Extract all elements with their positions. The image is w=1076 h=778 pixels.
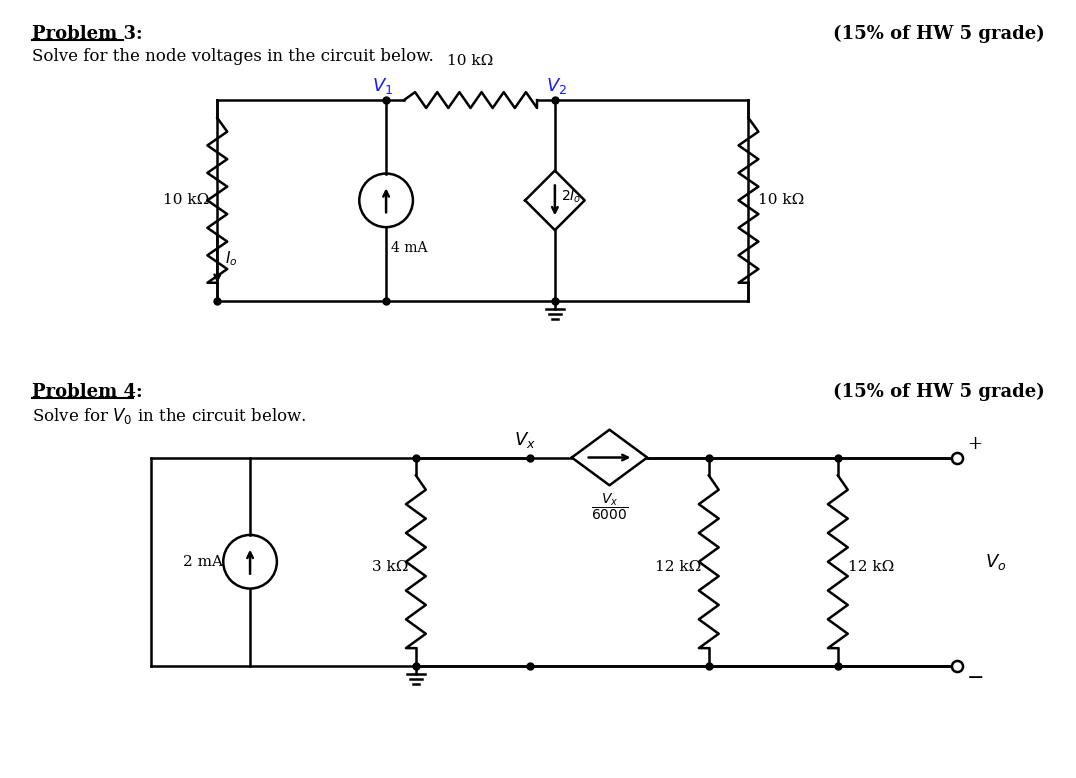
Text: $V_x$: $V_x$ xyxy=(514,429,536,450)
Text: $\dfrac{V_x}{6000}$: $\dfrac{V_x}{6000}$ xyxy=(591,491,628,522)
Text: 12 kΩ: 12 kΩ xyxy=(848,559,894,573)
Text: $V_1$: $V_1$ xyxy=(371,76,393,96)
Text: $V_2$: $V_2$ xyxy=(547,76,567,96)
Text: +: + xyxy=(967,435,982,453)
Text: −: − xyxy=(967,669,985,688)
Text: Solve for the node voltages in the circuit below.: Solve for the node voltages in the circu… xyxy=(31,48,434,65)
Text: 12 kΩ: 12 kΩ xyxy=(654,559,700,573)
Text: (15% of HW 5 grade): (15% of HW 5 grade) xyxy=(833,25,1045,43)
Text: 10 kΩ: 10 kΩ xyxy=(164,194,210,208)
Text: 3 kΩ: 3 kΩ xyxy=(371,559,408,573)
Text: $V_o$: $V_o$ xyxy=(985,552,1006,572)
Text: Problem 4:: Problem 4: xyxy=(31,383,142,401)
Text: 2 mA: 2 mA xyxy=(183,555,223,569)
Text: 4 mA: 4 mA xyxy=(391,241,427,255)
Text: Problem 3:: Problem 3: xyxy=(31,25,142,43)
Text: $I_o$: $I_o$ xyxy=(225,249,238,268)
Text: 10 kΩ: 10 kΩ xyxy=(759,194,805,208)
Text: (15% of HW 5 grade): (15% of HW 5 grade) xyxy=(833,383,1045,401)
Text: Solve for $V_0$ in the circuit below.: Solve for $V_0$ in the circuit below. xyxy=(31,406,307,426)
Text: 10 kΩ: 10 kΩ xyxy=(448,54,494,68)
Text: $2I_o$: $2I_o$ xyxy=(561,188,581,205)
